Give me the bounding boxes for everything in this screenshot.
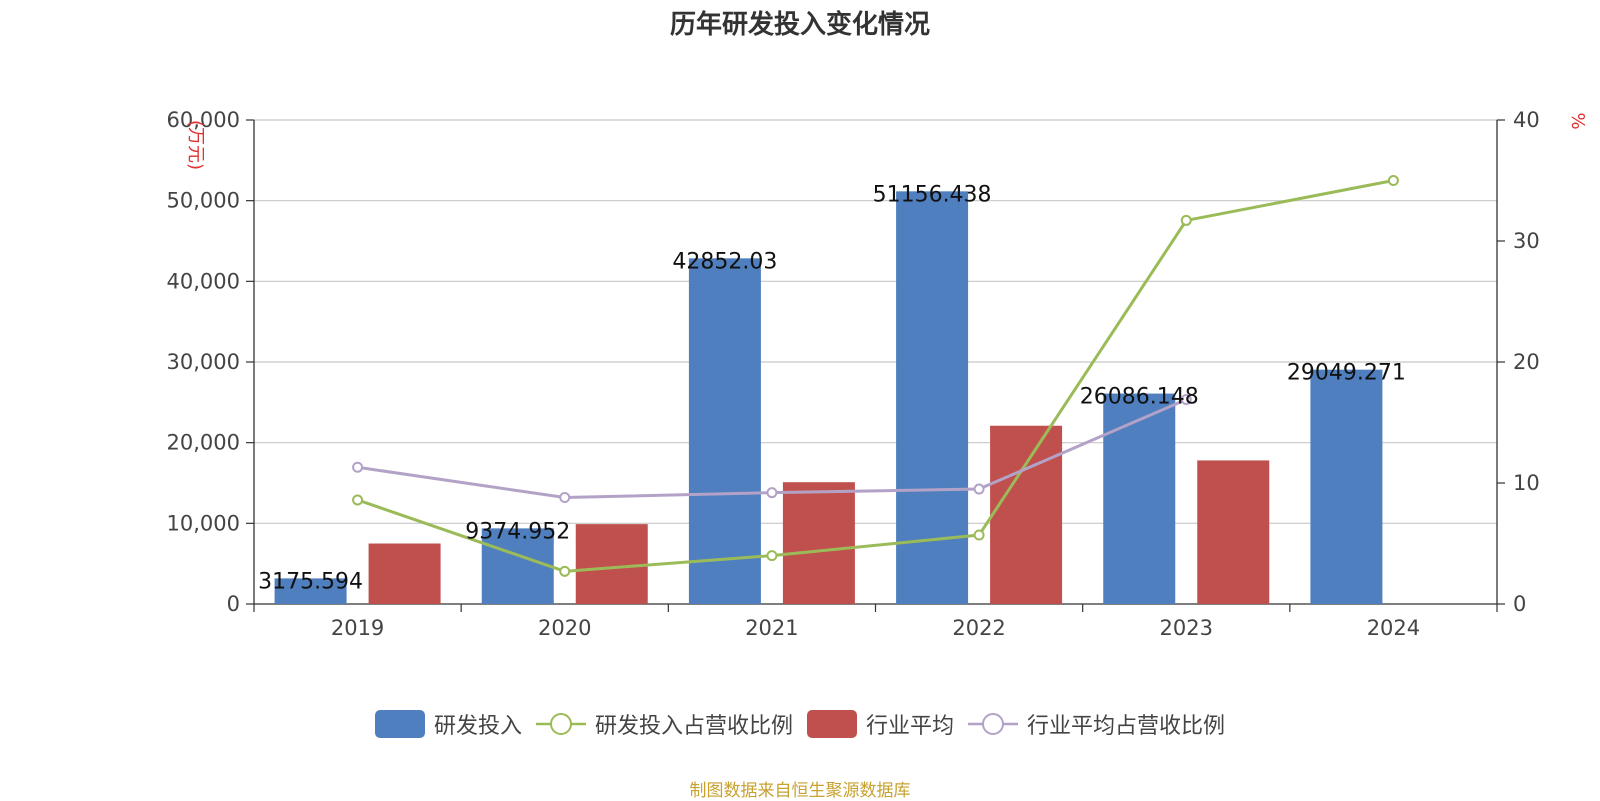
line-point: [1180, 214, 1192, 226]
line-point: [766, 487, 778, 499]
bar: [274, 578, 347, 604]
line-point: [352, 494, 364, 506]
x-tick-label: 2022: [952, 616, 1005, 640]
line-point: [1387, 175, 1399, 186]
y-left-tick-label: 50,000: [167, 189, 240, 213]
line-point: [352, 461, 364, 473]
y-right-tick-label: 0: [1513, 592, 1526, 616]
y-left-tick-label: 60,000: [167, 108, 240, 132]
bar: [896, 191, 969, 604]
bar: [990, 425, 1063, 604]
bar: [481, 528, 554, 604]
y-right-tick-label: 10: [1513, 471, 1540, 495]
y-right-tick-label: 30: [1513, 229, 1540, 253]
line-point: [973, 483, 985, 495]
line-point: [973, 529, 985, 541]
data-label: 29049.271: [1287, 361, 1406, 386]
legend-item[interactable]: 研发投入占营收比例: [535, 708, 793, 740]
legend-item[interactable]: 行业平均占营收比例: [968, 708, 1225, 740]
y-left-tick-label: 30,000: [167, 350, 240, 374]
bar: [575, 524, 648, 604]
bar: [782, 482, 855, 604]
legend-label: 行业平均: [866, 714, 955, 739]
y-left-tick-label: 20,000: [167, 431, 240, 455]
y-right-tick-label: 20: [1513, 350, 1540, 374]
bar: [1310, 369, 1383, 604]
legend-swatch: [374, 710, 425, 738]
legend-swatch: [807, 710, 857, 738]
x-tick-label: 2019: [331, 616, 384, 640]
data-label: 42852.03: [672, 249, 777, 274]
legend-item[interactable]: 行业平均: [807, 708, 954, 740]
chart-title: 历年研发投入变化情况: [669, 10, 930, 40]
line-point: [559, 565, 571, 577]
source-note: 制图数据来自恒生聚源数据库: [689, 781, 911, 801]
data-label: 26086.148: [1080, 385, 1199, 410]
x-tick-label: 2020: [538, 616, 591, 640]
legend-label: 研发投入: [433, 714, 522, 739]
y-left-unit-label: (万元): [185, 120, 206, 170]
y-right-unit-label: %: [1567, 112, 1588, 129]
line-point: [559, 492, 571, 504]
bar: [368, 543, 441, 604]
data-label: 9374.952: [465, 519, 570, 544]
line-point: [766, 550, 778, 562]
y-right-tick-label: 40: [1513, 108, 1540, 132]
x-tick-label: 2024: [1367, 616, 1420, 640]
line-point: [1180, 394, 1192, 406]
legend-label: 行业平均占营收比例: [1027, 714, 1226, 739]
bar: [1197, 460, 1270, 604]
data-label: 3175.594: [258, 569, 363, 594]
legend-label: 研发投入占营收比例: [594, 714, 793, 739]
y-left-tick-label: 10,000: [167, 511, 240, 535]
x-tick-label: 2023: [1160, 616, 1213, 640]
y-left-tick-label: 40,000: [167, 269, 240, 293]
legend-swatch: [968, 713, 1019, 735]
bar: [688, 258, 761, 604]
series-line: [357, 179, 1394, 573]
legend-swatch: [535, 713, 586, 735]
legend: 研发投入 研发投入占营收比例 行业平均 行业平均占营收比例: [0, 708, 1600, 740]
x-tick-label: 2021: [745, 616, 798, 640]
y-left-tick-label: 0: [227, 592, 240, 616]
legend-item[interactable]: 研发投入: [374, 708, 522, 740]
data-label: 51156.438: [873, 182, 992, 207]
bar: [1103, 393, 1176, 604]
